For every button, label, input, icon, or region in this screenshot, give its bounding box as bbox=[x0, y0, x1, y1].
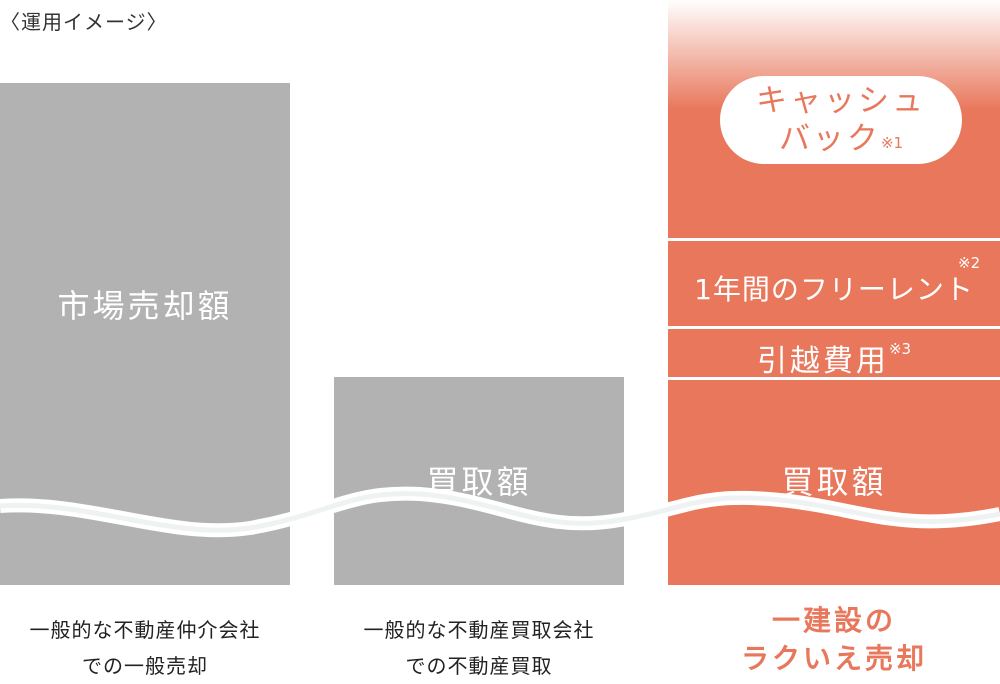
cashback-line2-wrap: バック※1 bbox=[720, 120, 962, 158]
rakuie-buyback-label: 買取額 bbox=[781, 463, 887, 501]
market-sale-caption-line2: での一般売却 bbox=[82, 654, 208, 678]
segment-divider-2 bbox=[668, 326, 1000, 329]
cashback-badge: キャッシュ バック※1 bbox=[720, 76, 962, 164]
free-rent-label: 1年間のフリーレント bbox=[694, 273, 974, 306]
rakuie-caption: 一建設の ラクいえ売却 bbox=[668, 602, 1000, 678]
general-buyback-caption: 一般的な不動産買取会社 での不動産買取 bbox=[334, 612, 624, 684]
market-sale-caption-line1: 一般的な不動産仲介会社 bbox=[29, 618, 261, 642]
cashback-note: ※1 bbox=[880, 134, 904, 152]
general-buyback-caption-line1: 一般的な不動産買取会社 bbox=[363, 618, 595, 642]
moving-note: ※3 bbox=[888, 340, 912, 358]
diagram-caption: 〈運用イメージ〉 bbox=[0, 10, 168, 34]
cashback-line2: バック bbox=[778, 121, 881, 157]
free-rent-wrap: 1年間のフリーレント bbox=[668, 268, 1000, 308]
wave-break-line bbox=[0, 486, 1000, 538]
general-buyback-bar: 買取額 bbox=[334, 377, 624, 585]
moving-label: 引越費用 bbox=[756, 344, 889, 379]
cashback-line1: キャッシュ bbox=[756, 83, 926, 119]
segment-divider-3 bbox=[668, 377, 1000, 380]
market-sale-label: 市場売却額 bbox=[57, 287, 233, 325]
rakuie-caption-line2: ラクいえ売却 bbox=[740, 642, 927, 675]
segment-divider-1 bbox=[668, 238, 1000, 241]
rakuie-caption-line1: 一建設の bbox=[771, 604, 896, 637]
free-rent-note: ※2 bbox=[958, 254, 981, 272]
moving-wrap: 引越費用※3 bbox=[668, 336, 1000, 380]
market-sale-caption: 一般的な不動産仲介会社 での一般売却 bbox=[0, 612, 290, 684]
general-buyback-caption-line2: での不動産買取 bbox=[405, 654, 553, 678]
